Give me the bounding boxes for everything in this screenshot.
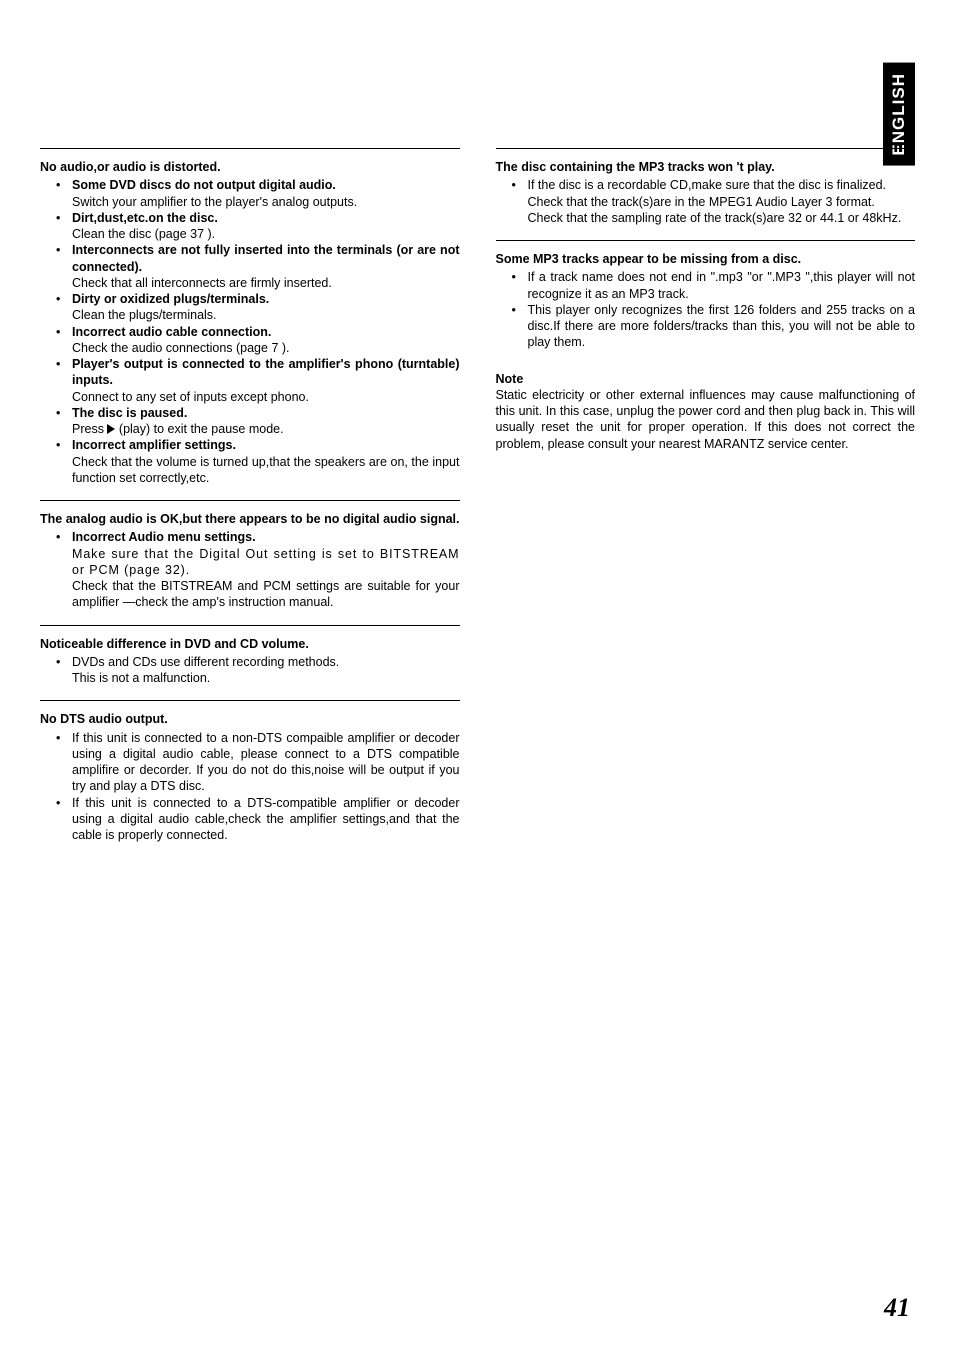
section-no-dts: No DTS audio output. If this unit is con… bbox=[40, 700, 460, 857]
list-item: Incorrect amplifier settings. Check that… bbox=[72, 437, 460, 486]
page-content: No audio,or audio is distorted. Some DVD… bbox=[40, 148, 915, 857]
item-text: Connect to any set of inputs except phon… bbox=[72, 390, 309, 404]
item-bold: Dirt,dust,etc.on the disc. bbox=[72, 211, 218, 225]
list-item: Player's output is connected to the ampl… bbox=[72, 356, 460, 405]
section-title: No DTS audio output. bbox=[40, 711, 460, 727]
item-text: (play) to exit the pause mode. bbox=[115, 422, 283, 436]
list-item: The disc is paused. Press (play) to exit… bbox=[72, 405, 460, 438]
section-no-audio: No audio,or audio is distorted. Some DVD… bbox=[40, 148, 460, 500]
note-title: Note bbox=[496, 371, 916, 387]
item-text: Clean the disc (page 37 ). bbox=[72, 227, 215, 241]
item-text: If the disc is a recordable CD,make sure… bbox=[528, 177, 916, 193]
right-column: The disc containing the MP3 tracks won '… bbox=[496, 148, 916, 857]
item-bold: Incorrect audio cable connection. bbox=[72, 325, 271, 339]
section-title: The disc containing the MP3 tracks won '… bbox=[496, 159, 916, 175]
section-title: The analog audio is OK,but there appears… bbox=[40, 511, 460, 527]
item-bold: The disc is paused. bbox=[72, 406, 187, 420]
item-bold: Dirty or oxidized plugs/terminals. bbox=[72, 292, 269, 306]
list-item: If this unit is connected to a non-DTS c… bbox=[72, 730, 460, 795]
section-mp3-missing: Some MP3 tracks appear to be missing fro… bbox=[496, 240, 916, 365]
list-item: Interconnects are not fully inserted int… bbox=[72, 242, 460, 291]
list-item: Dirt,dust,etc.on the disc. Clean the dis… bbox=[72, 210, 460, 243]
note-block: Note Static electricity or other externa… bbox=[496, 371, 916, 452]
item-bold: Interconnects are not fully inserted int… bbox=[72, 243, 460, 273]
list-item: This player only recognizes the first 12… bbox=[528, 302, 916, 351]
list-item: Dirty or oxidized plugs/terminals. Clean… bbox=[72, 291, 460, 324]
list-item: If this unit is connected to a DTS-compa… bbox=[72, 795, 460, 844]
item-bold: Incorrect Audio menu settings. bbox=[72, 530, 256, 544]
section-volume-diff: Noticeable difference in DVD and CD volu… bbox=[40, 625, 460, 701]
item-bold: Incorrect amplifier settings. bbox=[72, 438, 236, 452]
item-bold: Player's output is connected to the ampl… bbox=[72, 357, 460, 387]
item-text: Check that the BITSTREAM and PCM setting… bbox=[72, 578, 460, 611]
left-column: No audio,or audio is distorted. Some DVD… bbox=[40, 148, 460, 857]
section-mp3-wont-play: The disc containing the MP3 tracks won '… bbox=[496, 148, 916, 240]
page-number: 41 bbox=[884, 1293, 910, 1323]
list-item: Incorrect Audio menu settings. Make sure… bbox=[72, 529, 460, 610]
list-item: Incorrect audio cable connection. Check … bbox=[72, 324, 460, 357]
section-title: Noticeable difference in DVD and CD volu… bbox=[40, 636, 460, 652]
list-item: DVDs and CDs use different recording met… bbox=[72, 654, 460, 687]
item-text: Check that the volume is turned up,that … bbox=[72, 455, 460, 485]
item-text: Clean the plugs/terminals. bbox=[72, 308, 217, 322]
section-analog-audio: The analog audio is OK,but there appears… bbox=[40, 500, 460, 625]
item-text: Make sure that the Digital Out setting i… bbox=[72, 546, 460, 579]
note-body: Static electricity or other external inf… bbox=[496, 387, 916, 452]
item-text: Check that the track(s)are in the MPEG1 … bbox=[528, 194, 916, 210]
item-text: This is not a malfunction. bbox=[72, 671, 210, 685]
list-item: Some DVD discs do not output digital aud… bbox=[72, 177, 460, 210]
item-text: Check that the sampling rate of the trac… bbox=[528, 210, 916, 226]
list-item: If the disc is a recordable CD,make sure… bbox=[528, 177, 916, 226]
section-title: No audio,or audio is distorted. bbox=[40, 159, 460, 175]
item-text: DVDs and CDs use different recording met… bbox=[72, 655, 339, 669]
item-bold: Some DVD discs do not output digital aud… bbox=[72, 178, 336, 192]
section-title: Some MP3 tracks appear to be missing fro… bbox=[496, 251, 916, 267]
item-text: Check the audio connections (page 7 ). bbox=[72, 341, 290, 355]
item-text: Switch your amplifier to the player's an… bbox=[72, 195, 357, 209]
item-text: Press bbox=[72, 422, 107, 436]
item-text: Check that all interconnects are firmly … bbox=[72, 276, 332, 290]
list-item: If a track name does not end in ".mp3 "o… bbox=[528, 269, 916, 302]
